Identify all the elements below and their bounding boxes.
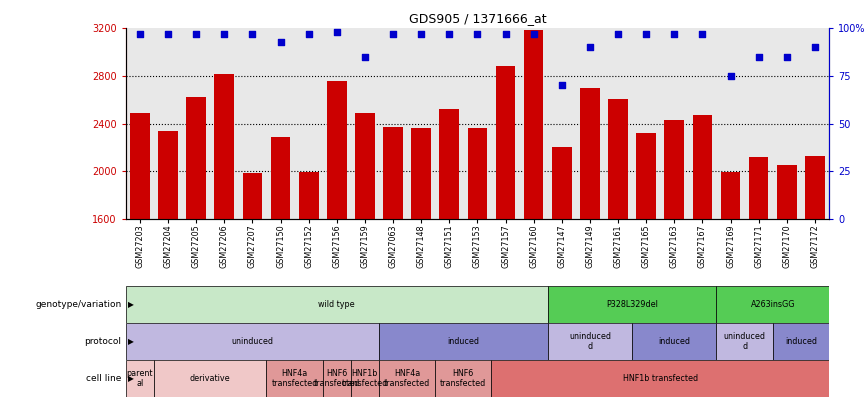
- Text: HNF6
transfected: HNF6 transfected: [440, 369, 486, 388]
- Point: [724, 73, 738, 79]
- Text: HNF1b transfected: HNF1b transfected: [622, 374, 698, 383]
- Bar: [716, 286, 829, 323]
- Bar: [411, 128, 431, 219]
- Bar: [242, 173, 262, 219]
- Bar: [580, 88, 600, 219]
- Bar: [126, 360, 154, 397]
- Bar: [773, 323, 829, 360]
- Bar: [720, 172, 740, 219]
- Bar: [805, 156, 825, 219]
- Bar: [323, 360, 351, 397]
- Bar: [548, 286, 716, 323]
- Bar: [327, 81, 346, 219]
- Bar: [664, 120, 684, 219]
- Point: [779, 54, 793, 60]
- Text: induced: induced: [785, 337, 817, 346]
- Bar: [299, 172, 319, 219]
- Bar: [777, 165, 797, 219]
- Bar: [716, 323, 773, 360]
- Bar: [266, 360, 323, 397]
- Text: A263insGG: A263insGG: [751, 300, 795, 309]
- Point: [189, 31, 203, 37]
- Text: uninduced
d: uninduced d: [724, 332, 766, 351]
- Point: [330, 29, 344, 35]
- Bar: [523, 30, 543, 219]
- Bar: [271, 136, 291, 219]
- Point: [161, 31, 175, 37]
- Bar: [552, 147, 572, 219]
- Point: [302, 31, 316, 37]
- Text: P328L329del: P328L329del: [606, 300, 658, 309]
- Point: [583, 44, 597, 51]
- Point: [752, 54, 766, 60]
- Text: ▶: ▶: [128, 337, 134, 346]
- Point: [695, 31, 709, 37]
- Bar: [379, 323, 548, 360]
- Text: GDS905 / 1371666_at: GDS905 / 1371666_at: [409, 12, 546, 25]
- Text: HNF6
transfected: HNF6 transfected: [313, 369, 360, 388]
- Point: [555, 82, 569, 89]
- Point: [273, 38, 287, 45]
- Point: [470, 31, 484, 37]
- Bar: [491, 360, 829, 397]
- Bar: [496, 66, 516, 219]
- Text: genotype/variation: genotype/variation: [36, 300, 122, 309]
- Text: wild type: wild type: [319, 300, 355, 309]
- Text: HNF4a
transfected: HNF4a transfected: [272, 369, 318, 388]
- Point: [217, 31, 231, 37]
- Point: [443, 31, 457, 37]
- Text: HNF1b
transfected: HNF1b transfected: [342, 369, 388, 388]
- Point: [611, 31, 625, 37]
- Bar: [632, 323, 716, 360]
- Bar: [158, 131, 178, 219]
- Bar: [439, 109, 459, 219]
- Text: uninduced
d: uninduced d: [569, 332, 611, 351]
- Bar: [126, 286, 548, 323]
- Bar: [749, 157, 768, 219]
- Text: cell line: cell line: [86, 374, 122, 383]
- Bar: [187, 97, 206, 219]
- Text: HNF4a
transfected: HNF4a transfected: [384, 369, 431, 388]
- Bar: [548, 323, 632, 360]
- Bar: [468, 128, 487, 219]
- Text: induced: induced: [447, 337, 479, 346]
- Bar: [383, 127, 403, 219]
- Point: [639, 31, 653, 37]
- Bar: [608, 98, 628, 219]
- Bar: [636, 133, 656, 219]
- Point: [667, 31, 681, 37]
- Bar: [130, 113, 150, 219]
- Text: protocol: protocol: [84, 337, 122, 346]
- Bar: [435, 360, 491, 397]
- Bar: [379, 360, 435, 397]
- Point: [358, 54, 372, 60]
- Bar: [693, 115, 713, 219]
- Point: [133, 31, 147, 37]
- Text: induced: induced: [658, 337, 690, 346]
- Bar: [355, 113, 375, 219]
- Point: [527, 31, 541, 37]
- Point: [808, 44, 822, 51]
- Text: ▶: ▶: [128, 300, 134, 309]
- Bar: [214, 74, 234, 219]
- Text: ▶: ▶: [128, 374, 134, 383]
- Bar: [351, 360, 379, 397]
- Text: uninduced: uninduced: [232, 337, 273, 346]
- Point: [498, 31, 512, 37]
- Point: [414, 31, 428, 37]
- Text: derivative: derivative: [190, 374, 231, 383]
- Bar: [154, 360, 266, 397]
- Text: parent
al: parent al: [127, 369, 153, 388]
- Point: [246, 31, 260, 37]
- Bar: [126, 323, 379, 360]
- Point: [386, 31, 400, 37]
